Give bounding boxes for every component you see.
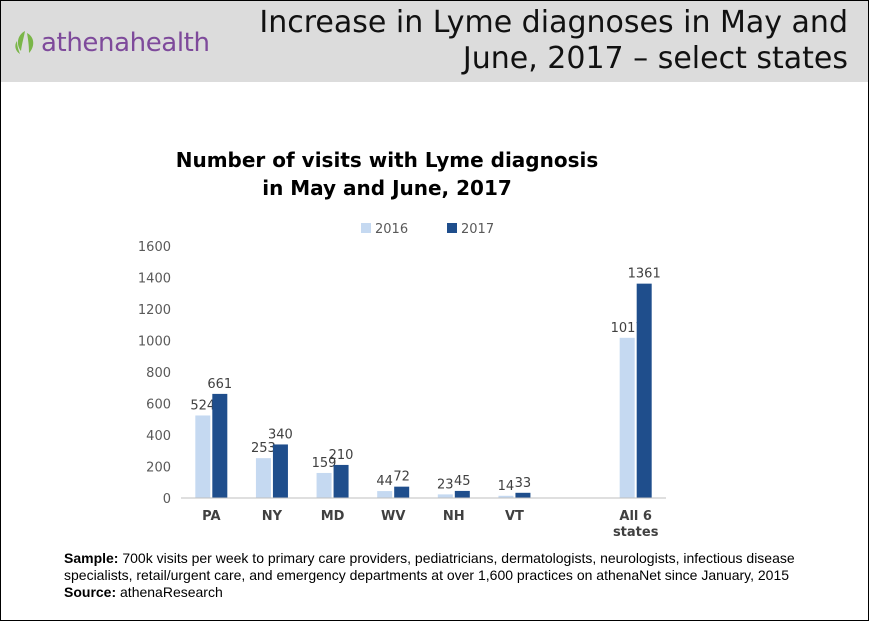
bar-2017 [212, 393, 228, 498]
bar-chart: 0 200 400 600 800 1000 1200 1400 1600 2016 2017 5… [138, 222, 666, 540]
y-tick-label: 400 [146, 429, 171, 444]
bar-value-label: 253 [251, 441, 276, 456]
bar-value-label: 1361 [628, 267, 661, 282]
y-tick-label: 1000 [138, 335, 171, 350]
y-tick-label: 600 [146, 398, 171, 413]
bar-2016 [195, 415, 211, 498]
bar-2017 [394, 486, 410, 498]
legend-label-2017: 2017 [461, 222, 494, 237]
x-category-label: NY [262, 509, 283, 524]
x-category-label-line: states [613, 525, 659, 540]
bar-2016 [316, 472, 332, 498]
bar-2016 [619, 337, 635, 498]
x-category-label-line: MD [321, 509, 345, 524]
x-category-label-line: PA [202, 509, 220, 524]
logo-wordmark: athenahealth [41, 28, 210, 58]
chart-title-line-1: Number of visits with Lyme diagnosis [175, 148, 599, 172]
bar-value-label: 44 [376, 474, 393, 489]
leaf-icon [15, 31, 34, 54]
bar-value-label: 210 [329, 448, 354, 463]
bar-2017 [333, 464, 349, 498]
chart-title-line-2: in May and June, 2017 [262, 176, 512, 200]
x-category-label-line: VT [505, 509, 524, 524]
y-tick-label: 1200 [138, 303, 171, 318]
legend-label-2016: 2016 [375, 222, 408, 237]
bar-2016 [255, 458, 271, 498]
source-text: athenaResearch [116, 584, 223, 600]
chart-title: Number of visits with Lyme diagnosis in … [131, 146, 643, 202]
y-tick-label: 1600 [138, 240, 171, 255]
legend: 2016 2017 [361, 222, 494, 237]
legend-swatch-2017 [447, 223, 457, 233]
y-tick-label: 200 [146, 461, 171, 476]
y-tick-label: 1400 [138, 272, 171, 287]
bar-value-label: 23 [437, 477, 454, 492]
x-category-label-line: NH [443, 509, 465, 524]
slide-title: Increase in Lyme diagnoses in May and Ju… [259, 5, 848, 76]
bar-2017 [636, 283, 652, 498]
x-category-label-line: All 6 [619, 509, 652, 524]
bar-value-label: 33 [515, 476, 532, 491]
x-category-label: MD [321, 509, 345, 524]
bar-value-label: 14 [498, 479, 515, 494]
source-note: Source: athenaResearch [64, 584, 864, 601]
source-label: Source: [64, 584, 117, 600]
bar-2017 [272, 444, 288, 498]
bar-2017 [454, 490, 470, 498]
bar-value-label: 45 [454, 474, 471, 489]
bar-2016 [437, 494, 453, 498]
x-category-label: VT [505, 509, 524, 524]
sample-note: Sample: 700k visits per week to primary … [64, 550, 864, 584]
y-tick-label: 0 [163, 492, 171, 507]
bar-value-label: 72 [393, 470, 410, 485]
x-category-label: PA [202, 509, 220, 524]
x-category-label: WV [381, 509, 405, 524]
bar-value-label: 1017 [611, 321, 644, 336]
bar-2017 [515, 492, 531, 498]
bar-value-label: 159 [312, 456, 337, 471]
y-axis: 0 200 400 600 800 1000 1200 1400 1600 [138, 240, 171, 507]
bar-value-label: 661 [207, 377, 232, 392]
bar-2016 [377, 491, 393, 498]
x-axis: PA NY MD WV NH VT All 6 states [181, 497, 666, 540]
x-category-label-line: NY [262, 509, 283, 524]
legend-swatch-2016 [361, 223, 371, 233]
x-category-label: All 6 states [613, 509, 659, 540]
header-band: athenahealth Increase in Lyme diagnoses … [1, 1, 868, 82]
sample-label: Sample: [64, 550, 119, 566]
footnote: Sample: 700k visits per week to primary … [64, 550, 864, 601]
x-category-label-line: WV [381, 509, 405, 524]
sample-text: 700k visits per week to primary care pro… [64, 550, 795, 583]
y-tick-label: 800 [146, 366, 171, 381]
bar-value-label: 524 [190, 398, 215, 413]
bar-2016 [498, 495, 514, 498]
x-category-label: NH [443, 509, 465, 524]
bar-value-label: 340 [268, 427, 293, 442]
